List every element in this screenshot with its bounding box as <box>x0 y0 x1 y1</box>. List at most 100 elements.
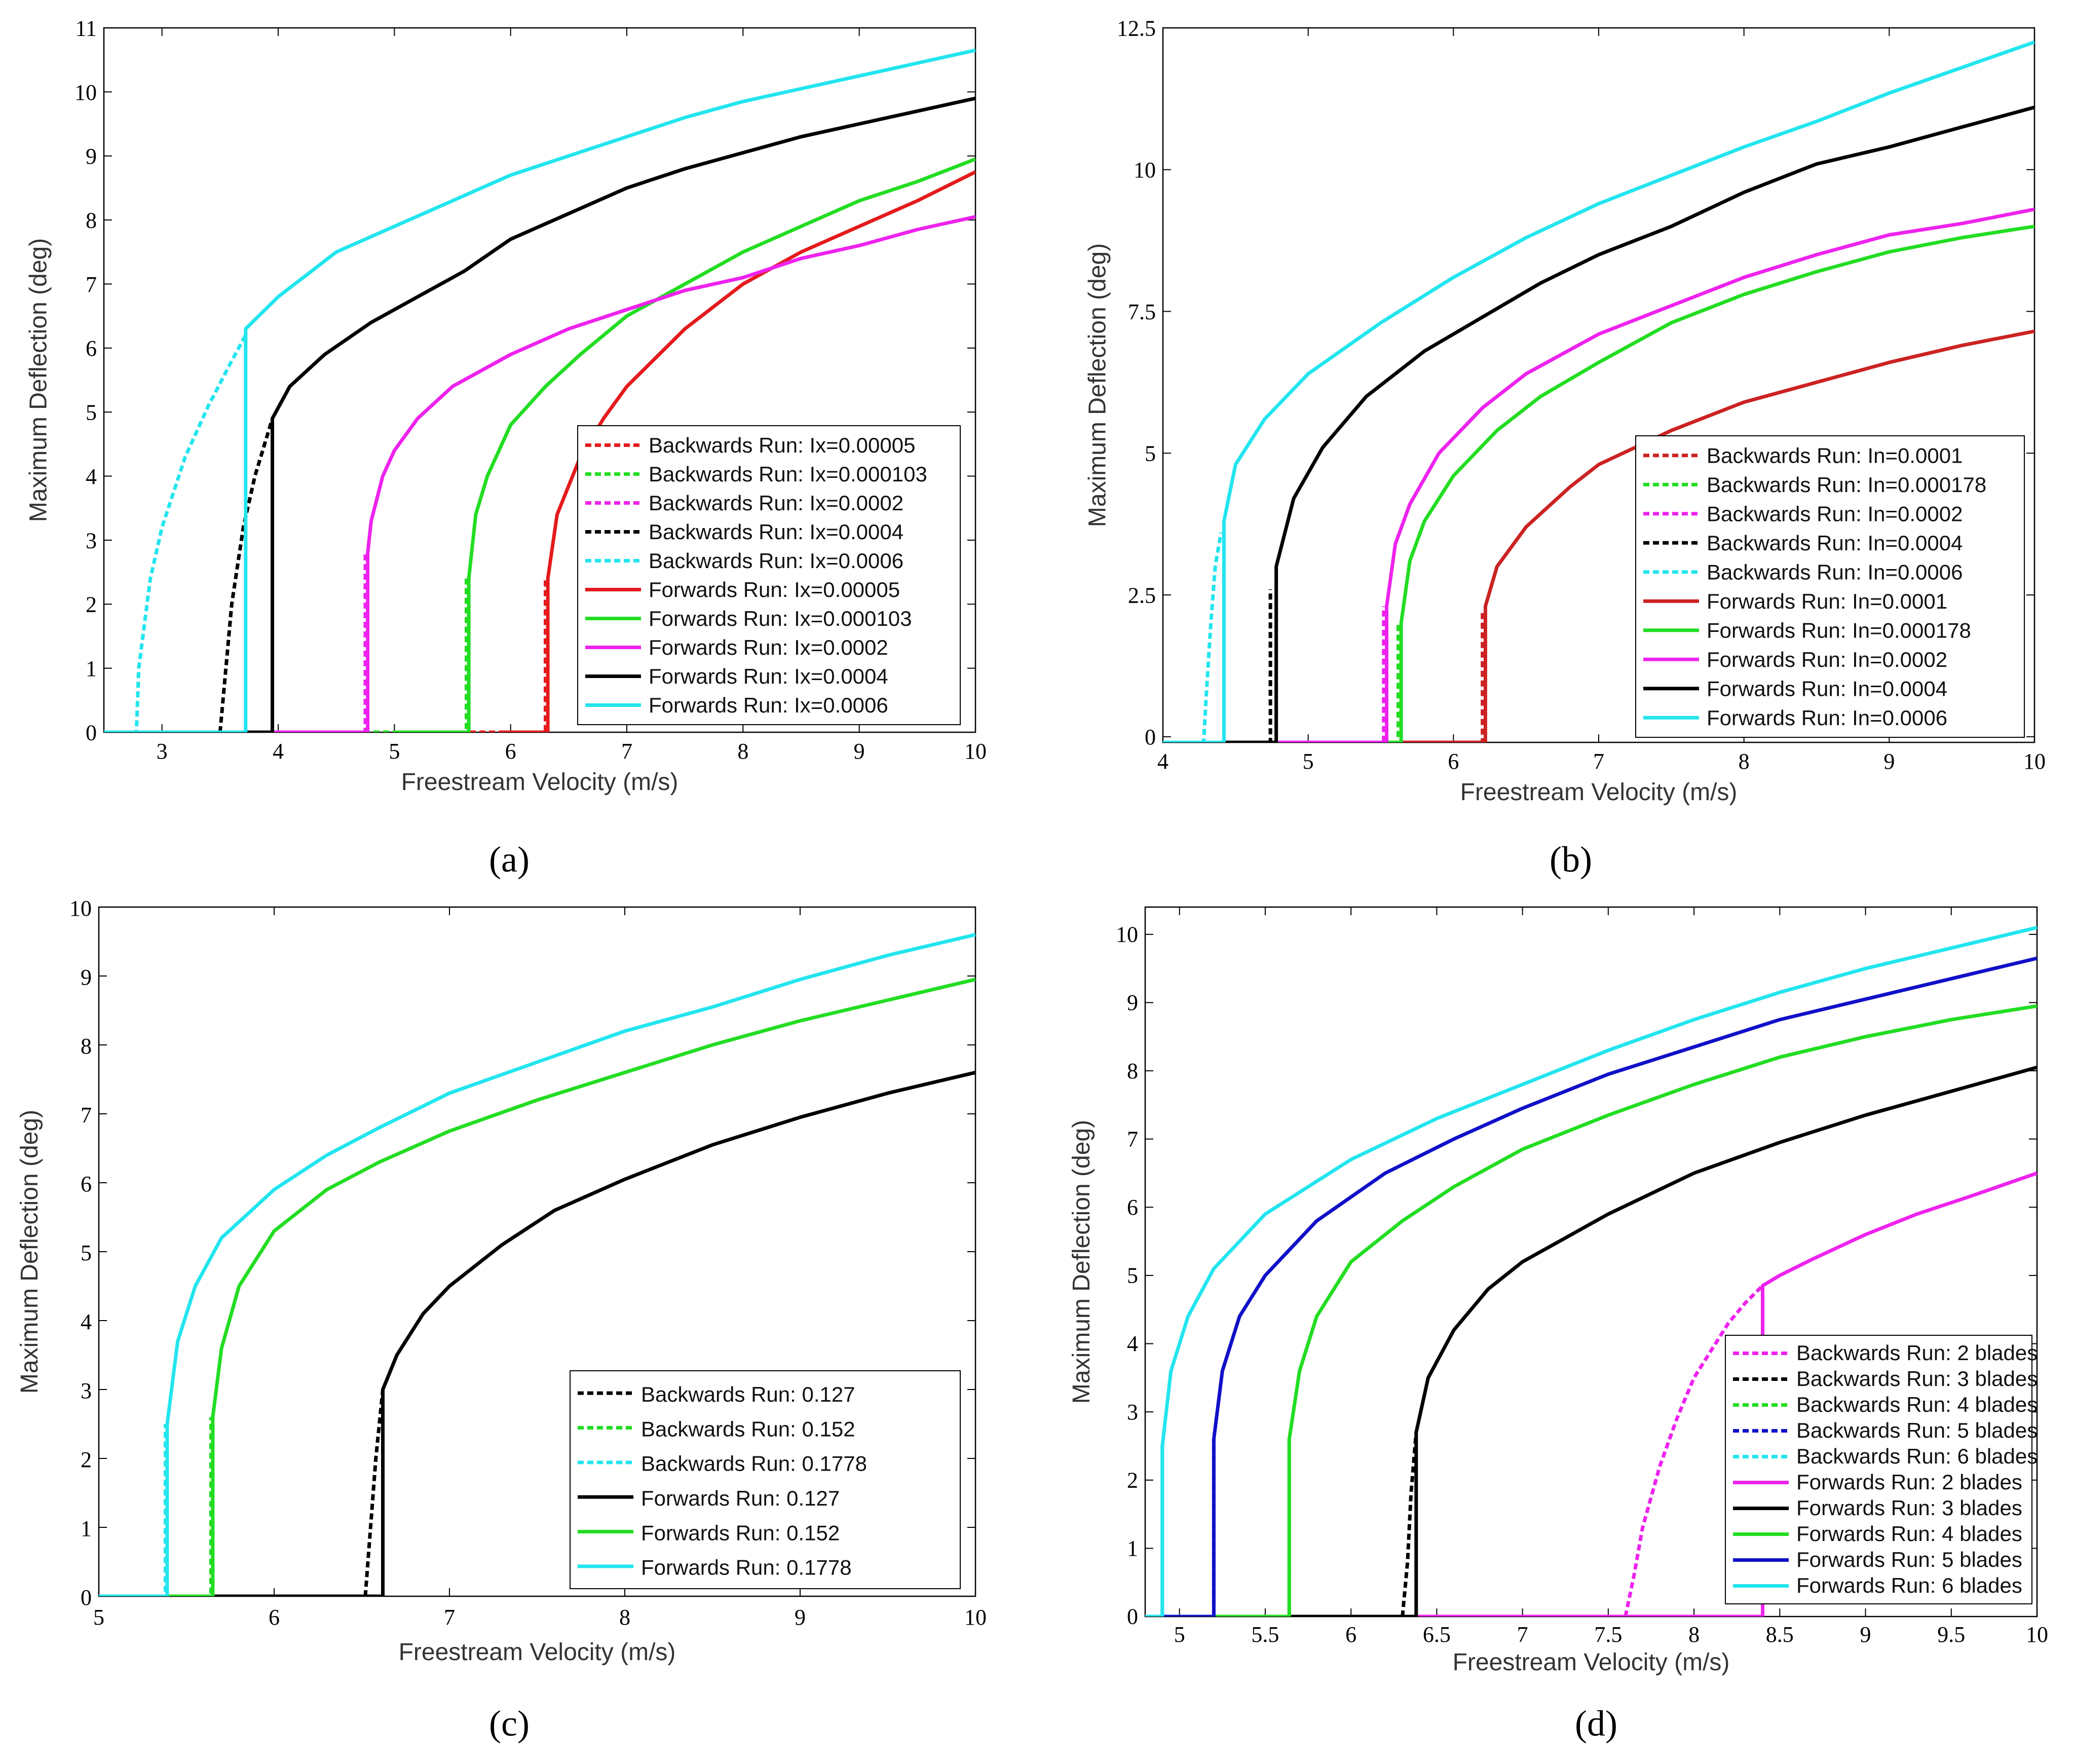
series-line-6 <box>1381 329 2034 742</box>
x-axis-label: Freestream Velocity (m/s) <box>401 769 678 796</box>
series-line-5 <box>165 978 975 1596</box>
x-tick-label: 6 <box>1345 1622 1356 1647</box>
series-group <box>104 48 975 732</box>
x-tick-label: 5 <box>1174 1622 1185 1647</box>
legend-label: Forwards Run: Ix=0.0004 <box>649 664 888 688</box>
y-tick-label: 6 <box>1127 1195 1138 1220</box>
series-line-7 <box>1291 1065 2037 1617</box>
series-line-10 <box>1163 40 2034 742</box>
y-tick-label: 0 <box>1127 1604 1138 1629</box>
y-tick-label: 7 <box>86 272 97 297</box>
legend-label: Backwards Run: In=0.0006 <box>1707 560 1963 584</box>
legend-label: Backwards Run: 0.152 <box>641 1417 855 1441</box>
series-line-10 <box>104 48 975 732</box>
legend-label: Backwards Run: In=0.000178 <box>1707 473 1986 497</box>
y-tick-label: 1 <box>86 656 97 681</box>
y-tick-label: 6 <box>81 1172 92 1196</box>
legend-label: Forwards Run: 2 blades <box>1796 1470 2022 1494</box>
series-line-5 <box>1163 532 1223 742</box>
legend-label: Backwards Run: 4 blades <box>1796 1393 2038 1416</box>
y-tick-label: 7.5 <box>1128 299 1156 324</box>
legend-label: Backwards Run: 3 blades <box>1796 1367 2038 1391</box>
y-tick-label: 6 <box>86 336 97 361</box>
x-tick-label: 10 <box>2023 749 2046 774</box>
y-tick-label: 4 <box>81 1309 92 1334</box>
y-tick-label: 5 <box>1127 1263 1138 1288</box>
x-tick-label: 3 <box>157 739 168 764</box>
x-tick-label: 6 <box>1448 749 1459 774</box>
series-line-4 <box>218 418 274 732</box>
panel-caption: (c) <box>489 1703 530 1744</box>
y-tick-label: 0 <box>86 720 97 745</box>
y-tick-label: 10 <box>1116 922 1138 947</box>
y-tick-label: 5 <box>81 1241 92 1265</box>
y-tick-label: 2 <box>1127 1468 1138 1492</box>
legend-label: Backwards Run: Ix=0.000103 <box>649 462 927 486</box>
legend-box <box>577 425 961 725</box>
y-tick-label: 5 <box>86 400 97 425</box>
series-line-3 <box>104 553 367 732</box>
series-line-4 <box>212 1070 975 1596</box>
y-tick-label: 7 <box>1127 1127 1138 1151</box>
legend-label: Forwards Run: 5 blades <box>1796 1548 2022 1571</box>
legend-label: Forwards Run: 0.127 <box>641 1486 840 1510</box>
y-axis-label: Maximum Deflection (deg) <box>1084 243 1111 527</box>
legend-label: Backwards Run: 0.127 <box>641 1382 855 1406</box>
x-tick-label: 7 <box>444 1605 455 1630</box>
series-line-2 <box>1401 1432 1418 1617</box>
chart-panel-b: 4 5 6 7 8 9 10 0 2.5 5 7.5 10 12.5 Freestream Velocit… <box>1084 16 2046 880</box>
legend-label: Forwards Run: In=0.000178 <box>1707 618 1971 642</box>
x-tick-label: 5 <box>93 1605 104 1630</box>
x-tick-label: 7 <box>1593 749 1604 774</box>
legend-label: Forwards Run: In=0.0001 <box>1707 589 1947 613</box>
legend-label: Backwards Run: 2 blades <box>1796 1341 2038 1365</box>
series-line-6 <box>501 170 975 732</box>
series-line-6 <box>99 932 975 1596</box>
series-line-10 <box>1145 925 2037 1617</box>
y-tick-label: 0 <box>1145 725 1156 749</box>
legend-label: Forwards Run: 6 blades <box>1796 1573 2022 1597</box>
y-tick-label: 9 <box>1127 990 1138 1015</box>
x-tick-label: 4 <box>273 739 284 764</box>
series-line-7 <box>394 157 975 732</box>
x-tick-label: 9 <box>854 739 865 764</box>
panel-caption: (d) <box>1575 1703 1617 1744</box>
y-tick-label: 8 <box>81 1034 92 1059</box>
y-tick-label: 7 <box>81 1103 92 1128</box>
x-tick-label: 8 <box>737 739 748 764</box>
legend-label: Backwards Run: 0.1778 <box>641 1452 867 1476</box>
y-tick-label: 10 <box>69 896 92 921</box>
y-tick-label: 2 <box>86 592 97 617</box>
legend-label: Backwards Run: In=0.0002 <box>1707 502 1963 526</box>
legend-label: Forwards Run: 0.152 <box>641 1521 840 1545</box>
x-tick-label: 5 <box>1303 749 1314 774</box>
y-tick-label: 0 <box>81 1585 92 1610</box>
x-tick-label: 5 <box>389 739 400 764</box>
y-tick-label: 2.5 <box>1128 583 1156 608</box>
y-tick-label: 12.5 <box>1117 16 1156 41</box>
legend-label: Backwards Run: 6 blades <box>1796 1444 2038 1468</box>
panel-caption: (b) <box>1550 839 1592 880</box>
x-tick-label: 6.5 <box>1423 1622 1451 1647</box>
series-line-8 <box>1279 207 2034 742</box>
x-tick-label: 8 <box>1739 749 1750 774</box>
series-line-5 <box>104 334 247 732</box>
series-line-3 <box>1163 606 1386 742</box>
series-line-7 <box>1308 224 2034 742</box>
series-group <box>1163 40 2034 742</box>
legend-label: Forwards Run: In=0.0002 <box>1707 648 1947 671</box>
y-tick-label: 8 <box>86 208 97 233</box>
series-group <box>99 932 975 1596</box>
legend-label: Forwards Run: Ix=0.0002 <box>649 635 888 659</box>
x-tick-label: 9 <box>1883 749 1895 774</box>
panel-caption: (a) <box>489 839 530 880</box>
x-tick-label: 10 <box>964 739 987 764</box>
x-axis-label: Freestream Velocity (m/s) <box>1460 779 1738 806</box>
y-tick-label: 3 <box>1127 1400 1138 1424</box>
x-tick-label: 10 <box>2026 1622 2048 1647</box>
chart-panel-d: 5 5.5 6 6.5 7 7.5 8 8.5 9 9.5 10 0 1 2 3 4 5 6 7 8 9 10 Freest… <box>1068 906 2048 1744</box>
legend-label: Backwards Run: In=0.0004 <box>1707 531 1963 555</box>
legend-label: Backwards Run: 5 blades <box>1796 1418 2038 1442</box>
x-tick-label: 8.5 <box>1766 1622 1794 1647</box>
